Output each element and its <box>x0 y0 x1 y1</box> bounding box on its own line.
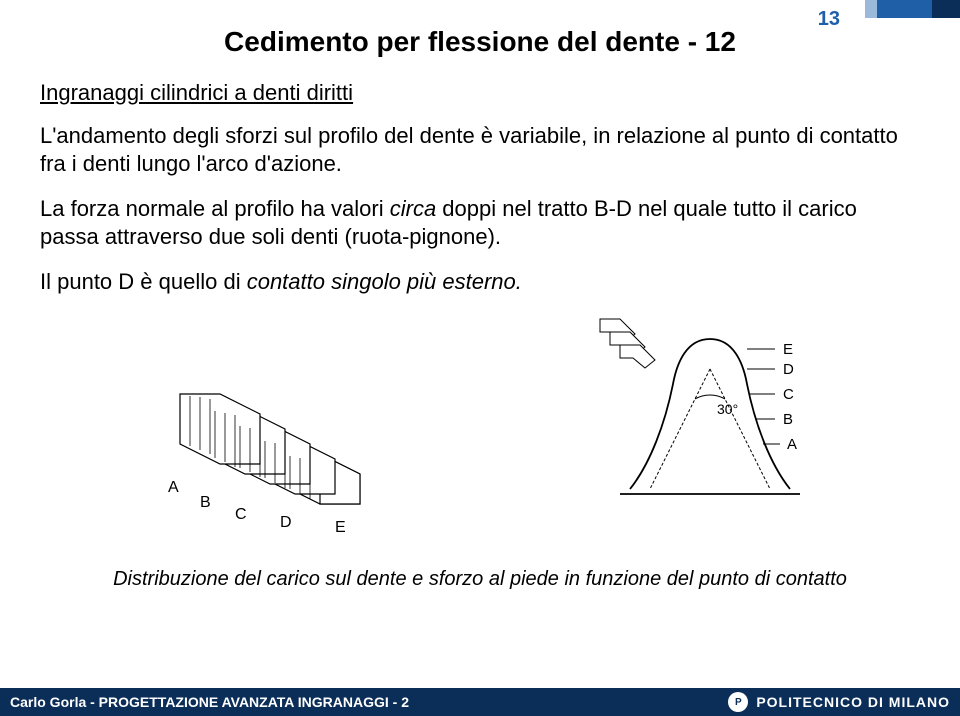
figure-gear-stack: A B C D E <box>160 344 420 534</box>
label-E: E <box>335 519 346 534</box>
para3-b: contatto singolo più esterno. <box>247 269 522 294</box>
header-stripes <box>865 0 960 18</box>
label-D: D <box>280 514 292 531</box>
page-number: 13 <box>818 8 840 31</box>
para2-a: La forza normale al profilo ha valori <box>40 196 390 221</box>
figure-area: A B C D E <box>40 314 920 554</box>
para3-a: Il punto D è quello di <box>40 269 247 294</box>
label-C2: C <box>783 386 794 403</box>
paragraph-2: La forza normale al profilo ha valori ci… <box>40 195 920 250</box>
content-area: Ingranaggi cilindrici a denti diritti L'… <box>0 58 960 591</box>
para2-b: circa <box>390 196 436 221</box>
footer-brand: P POLITECNICO DI MILANO <box>728 692 950 712</box>
label-E2: E <box>783 341 793 358</box>
label-D2: D <box>783 361 794 378</box>
footer-university: POLITECNICO DI MILANO <box>756 694 950 710</box>
footer-bar: Carlo Gorla - PROGETTAZIONE AVANZATA ING… <box>0 688 960 716</box>
label-B2: B <box>783 411 793 428</box>
footer-author: Carlo Gorla - PROGETTAZIONE AVANZATA ING… <box>10 694 409 710</box>
figure-caption: Distribuzione del carico sul dente e sfo… <box>40 568 920 591</box>
paragraph-1: L'andamento degli sforzi sul profilo del… <box>40 122 920 177</box>
label-A: A <box>168 479 179 496</box>
label-A2: A <box>787 436 797 453</box>
figure-tooth-profile: E D C B A 30° <box>595 314 855 509</box>
slide-title: Cedimento per flessione del dente - 12 <box>0 0 960 58</box>
subtitle: Ingranaggi cilindrici a denti diritti <box>40 80 920 106</box>
paragraph-3: Il punto D è quello di contatto singolo … <box>40 268 920 296</box>
polimi-logo-icon: P <box>728 692 748 712</box>
angle-label: 30° <box>717 401 738 417</box>
label-B: B <box>200 494 211 511</box>
label-C: C <box>235 506 247 523</box>
